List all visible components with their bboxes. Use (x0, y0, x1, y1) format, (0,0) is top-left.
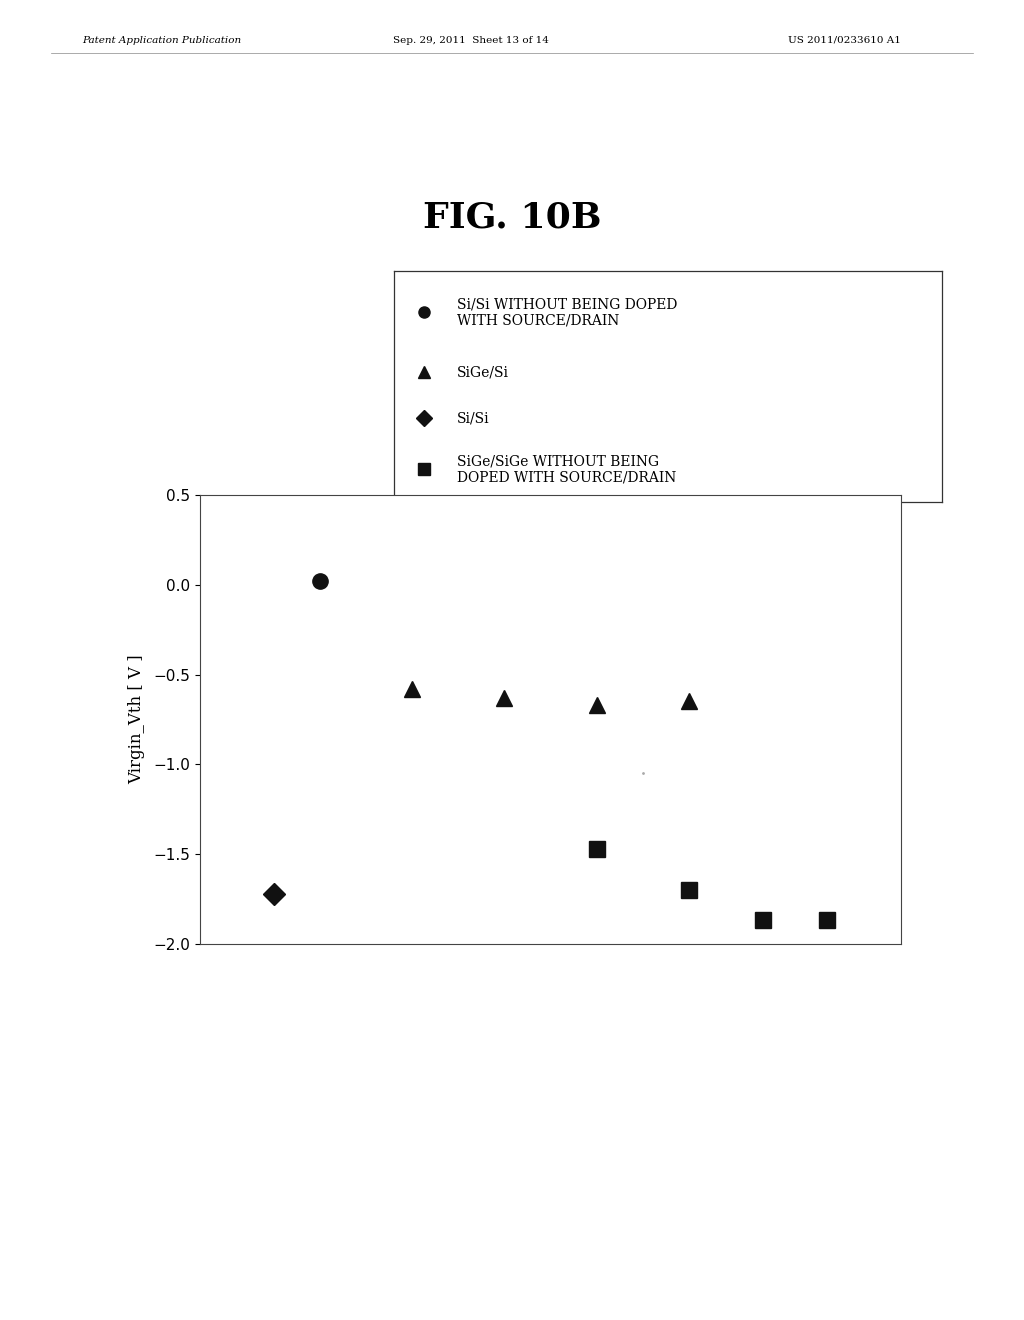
Text: SiGe/Si: SiGe/Si (458, 366, 509, 379)
Text: Patent Application Publication: Patent Application Publication (82, 36, 241, 45)
Text: Si/Si WITHOUT BEING DOPED
WITH SOURCE/DRAIN: Si/Si WITHOUT BEING DOPED WITH SOURCE/DR… (458, 297, 678, 327)
Text: SiGe/SiGe WITHOUT BEING
DOPED WITH SOURCE/DRAIN: SiGe/SiGe WITHOUT BEING DOPED WITH SOURC… (458, 454, 677, 484)
Text: Si/Si: Si/Si (458, 412, 489, 425)
Text: US 2011/0233610 A1: US 2011/0233610 A1 (788, 36, 901, 45)
Y-axis label: Virgin_Vth [ V ]: Virgin_Vth [ V ] (128, 655, 144, 784)
Text: Sep. 29, 2011  Sheet 13 of 14: Sep. 29, 2011 Sheet 13 of 14 (393, 36, 549, 45)
Text: FIG. 10B: FIG. 10B (423, 201, 601, 235)
